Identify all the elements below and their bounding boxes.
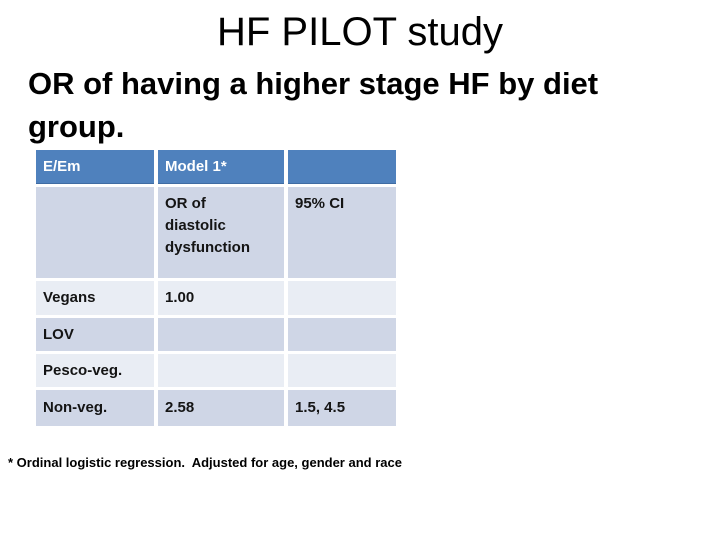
row-lov-or xyxy=(158,318,284,351)
row-nonveg-ci: 1.5, 4.5 xyxy=(288,390,396,426)
row-nonveg-or: 2.58 xyxy=(158,390,284,426)
row-vegans-group: Vegans xyxy=(36,281,154,315)
row-lov-ci xyxy=(288,318,396,351)
slide-title: HF PILOT study xyxy=(216,10,503,54)
footnote: * Ordinal logistic regression. Adjusted … xyxy=(8,455,402,470)
header-cell-blank xyxy=(288,150,396,184)
slide-subtitle: OR of having a higher stage HF by diet g… xyxy=(28,66,599,144)
results-table: E/Em Model 1* OR of diastolic dysfunctio… xyxy=(36,150,396,426)
row-pesco-group: Pesco-veg. xyxy=(36,354,154,387)
subheader-cell-or-label: OR of diastolic dysfunction xyxy=(158,187,284,278)
row-nonveg-group: Non-veg. xyxy=(36,390,154,426)
row-lov-group: LOV xyxy=(36,318,154,351)
row-vegans-or: 1.00 xyxy=(158,281,284,315)
header-cell-e-em: E/Em xyxy=(36,150,154,184)
subheader-cell-ci-label: 95% CI xyxy=(288,187,396,278)
header-cell-model-1: Model 1* xyxy=(158,150,284,184)
row-pesco-or xyxy=(158,354,284,387)
subheader-cell-blank xyxy=(36,187,154,278)
row-vegans-ci xyxy=(288,281,396,315)
row-pesco-ci xyxy=(288,354,396,387)
